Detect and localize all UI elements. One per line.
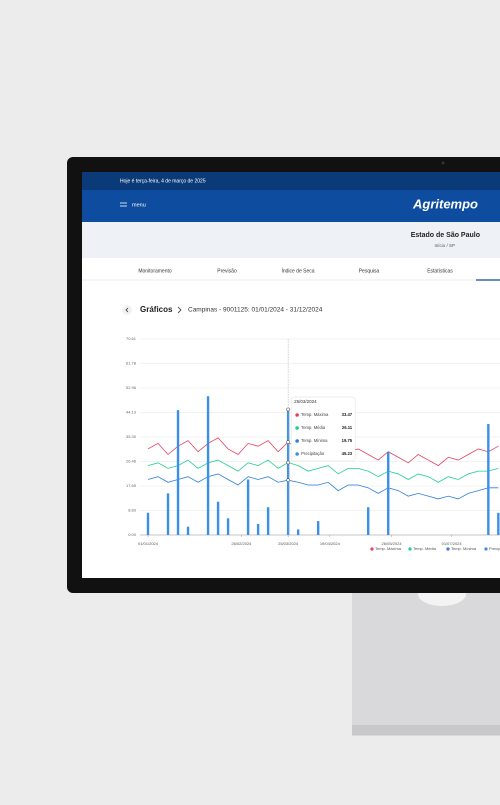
bar <box>246 479 250 535</box>
bar <box>186 526 190 535</box>
legend-swatch <box>408 547 412 551</box>
x-tick-label: 19/04/2024 <box>320 541 341 546</box>
breadcrumb[interactable]: Início / SP <box>434 243 455 248</box>
nav-item[interactable]: Índice de Seca <box>281 267 314 274</box>
tooltip-label: Precipitação <box>301 451 325 456</box>
y-tick-label: 8.83 <box>128 508 137 513</box>
camera <box>441 161 445 165</box>
line <box>147 473 499 500</box>
bar <box>387 451 390 535</box>
legend-swatch <box>370 547 374 551</box>
chevron <box>177 306 182 314</box>
bar <box>497 512 500 535</box>
menu[interactable]: menu <box>132 202 146 208</box>
y-tick-label: 17.65 <box>126 483 137 488</box>
y-tick-label: 61.78 <box>126 361 137 366</box>
x-tick-label: 25/03/2024 <box>278 541 299 546</box>
y-tick-label: 0.00 <box>128 532 137 537</box>
tooltip-label: Temp. Mínima <box>301 438 328 443</box>
x-tick-label: 01/07/2024 <box>442 541 463 546</box>
bar <box>487 423 490 535</box>
bar <box>226 518 230 535</box>
bar <box>166 493 170 535</box>
subtitle: Campinas - 9001125: 01/01/2024 - 31/12/2… <box>188 307 323 314</box>
tooltip-date: 25/03/2024 <box>294 399 317 404</box>
section-title: Gráficos <box>140 305 173 314</box>
back-button[interactable] <box>122 305 132 315</box>
tooltip-value: 19.75 <box>342 438 353 443</box>
tooltip-value: 26.11 <box>342 425 353 430</box>
legend-swatch <box>446 547 450 551</box>
y-tick-label: 70.61 <box>126 336 137 341</box>
location-panel <box>82 222 500 258</box>
nav-item[interactable]: Previsão <box>217 268 237 274</box>
date-text: Hoje é terça-feira, 4 de março de 2025 <box>120 178 206 184</box>
hover-point <box>286 478 290 483</box>
tooltip-label: Temp. Média <box>301 425 326 430</box>
header <box>82 190 500 222</box>
screen: Hoje é terça-feira, 4 de março de 2025 m… <box>82 172 500 578</box>
y-tick-label: 35.30 <box>126 434 137 439</box>
monitor-stand <box>352 590 500 736</box>
chart: 0.00 8.83 17.65 26.48 35.30 44.13 52.96 61.78 70… <box>126 336 500 551</box>
tooltip-value: 45.23 <box>342 451 353 456</box>
x-tick-label: 26/05/2024 <box>382 541 403 546</box>
bar <box>367 507 370 535</box>
tooltip-label: Temp. Máxima <box>301 412 329 417</box>
bar <box>146 512 150 535</box>
hover-point <box>286 440 290 444</box>
y-tick-label: 26.48 <box>126 459 137 464</box>
hover-point <box>286 407 290 412</box>
stand-base <box>352 725 500 735</box>
top-bar <box>82 172 500 190</box>
tooltip-swatch <box>295 439 299 443</box>
bar <box>256 523 260 535</box>
menu-icon[interactable] <box>120 202 127 207</box>
bar <box>266 507 270 535</box>
x-tick-label: 01/01/2024 <box>138 541 159 546</box>
tooltip <box>290 396 356 462</box>
bar <box>206 396 210 535</box>
back-icon <box>125 307 129 313</box>
logo[interactable]: Agritempo <box>412 196 478 211</box>
y-tick-label: 44.13 <box>126 410 137 415</box>
legend-label: Temp. Média <box>413 546 437 551</box>
bar <box>316 521 320 535</box>
location-title: Estado de São Paulo <box>411 232 480 239</box>
line <box>147 459 499 483</box>
nav-item[interactable]: Estatísticas <box>427 268 453 274</box>
tooltip-swatch <box>295 426 299 430</box>
legend-swatch <box>484 547 488 551</box>
bar <box>176 410 180 535</box>
tooltip-value: 33.47 <box>342 412 353 417</box>
legend-label: Temp. Mínima <box>451 546 477 551</box>
legend-label: Precipitação <box>489 546 500 551</box>
bar <box>296 529 300 535</box>
y-tick-label: 52.96 <box>126 385 137 390</box>
tooltip-swatch <box>295 452 299 456</box>
nav-item[interactable]: Monitoramento <box>138 268 172 274</box>
legend-label: Temp. Máxima <box>375 546 402 551</box>
hover-point <box>286 460 290 465</box>
x-tick-label: 26/02/2024 <box>231 541 252 546</box>
nav-item[interactable]: Pesquisa <box>359 268 380 274</box>
bar <box>216 501 220 535</box>
tooltip-swatch <box>295 413 299 417</box>
